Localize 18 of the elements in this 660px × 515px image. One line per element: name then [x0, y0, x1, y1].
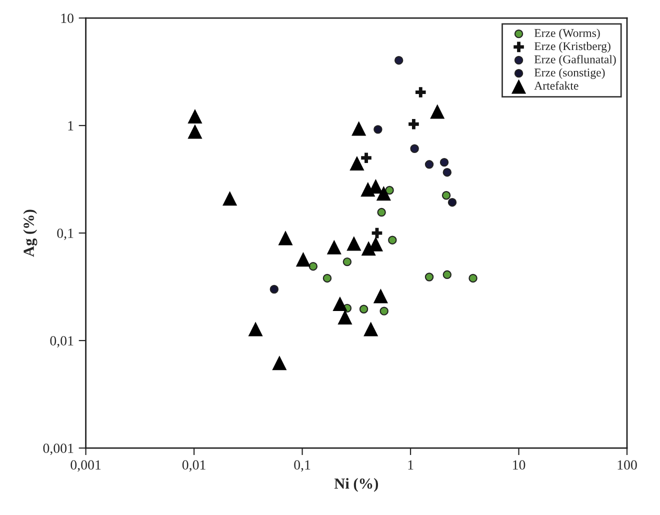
y-axis-title: Ag (%): [23, 210, 38, 257]
x-axis-title: Ni (%): [334, 478, 378, 492]
y-tick-label: 0,001: [43, 444, 74, 456]
y-tick-label: 1: [68, 121, 74, 130]
y-tick-label: 0,01: [50, 336, 74, 348]
y-tick-label: 10: [61, 14, 74, 23]
x-tick-label: 0,01: [182, 460, 206, 472]
legend-label: Erze (Gaflunatal): [534, 54, 616, 66]
legend-label: Erze (Worms): [534, 28, 600, 40]
legend-label: Erze (sonstige): [534, 68, 605, 79]
x-tick-label: 0,1: [294, 460, 310, 472]
legend-label: Artefakte: [534, 81, 578, 90]
x-tick-label: 10: [513, 460, 526, 470]
x-tick-label: 1: [408, 460, 414, 470]
legend-label: Erze (Kristberg): [534, 42, 610, 53]
x-tick-label: 100: [618, 460, 637, 470]
y-tick-label: 0,1: [57, 228, 74, 240]
x-tick-label: 0,001: [70, 460, 101, 472]
